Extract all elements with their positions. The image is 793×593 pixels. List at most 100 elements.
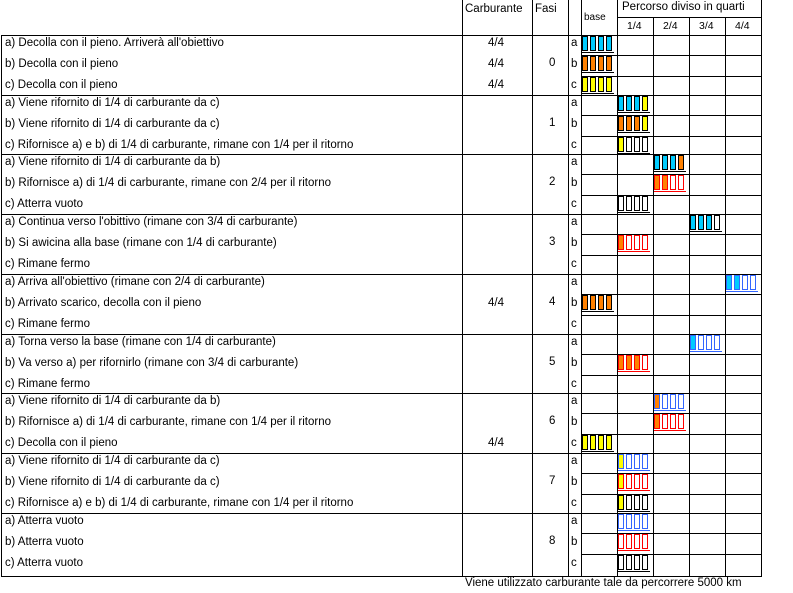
fuel-cell [626, 355, 632, 370]
fuel-cell [582, 295, 588, 310]
fuel-tank-base [582, 93, 614, 94]
phase-separator [1, 95, 762, 96]
row-letter: a [571, 276, 578, 288]
row-letter: b [571, 357, 578, 369]
fuel-cell [618, 196, 624, 211]
grid-line [761, 0, 762, 576]
row-letter: c [571, 198, 577, 210]
row-description: a) Decolla con il pieno. Arriverà all'ob… [5, 37, 224, 49]
header-fasi: Fasi [535, 3, 557, 15]
fuel-cell [590, 77, 596, 92]
phase-separator [1, 274, 762, 275]
fuel-cell [582, 56, 588, 71]
fuel-cell [618, 474, 624, 489]
fuel-cell [634, 235, 640, 250]
subrow-line [581, 76, 762, 77]
fuel-cell [590, 435, 596, 450]
fuel-cell [642, 495, 648, 510]
footer-note: Viene utilizzato carburante tale da perc… [465, 577, 742, 589]
row-fuel: 4/4 [488, 37, 504, 49]
phase-number: 4 [549, 296, 556, 308]
fuel-cell [606, 435, 612, 450]
fuel-cell [662, 414, 668, 429]
fuel-tank-base [690, 351, 722, 352]
fuel-cell [634, 137, 640, 152]
fuel-tank-base [582, 52, 614, 53]
subrow-line [581, 195, 762, 196]
fuel-cell [642, 96, 648, 111]
fuel-cell [678, 155, 684, 170]
fuel-cell [642, 116, 648, 131]
fuel-tank-base [618, 112, 650, 113]
fuel-cell [706, 215, 712, 230]
row-description: a) Arriva all'obiettivo (rimane con 2/4 … [5, 276, 265, 288]
fuel-cell [590, 36, 596, 51]
fuel-cell [642, 235, 648, 250]
fuel-cell [634, 534, 640, 549]
header-quarter-4: 4/4 [735, 20, 750, 32]
header-base: base [584, 12, 606, 23]
fuel-tank-base [654, 191, 686, 192]
fuel-cell [618, 235, 624, 250]
fuel-cell [626, 96, 632, 111]
row-letter: c [571, 378, 577, 390]
row-letter: c [571, 557, 577, 569]
fuel-tank-base [618, 153, 650, 154]
row-letter: c [571, 258, 577, 270]
phase-number: 2 [549, 176, 556, 188]
subrow-line [581, 375, 762, 376]
header-quarter-3: 3/4 [699, 20, 714, 32]
grid-line [568, 0, 569, 576]
row-letter: c [571, 139, 577, 151]
row-letter: b [571, 297, 578, 309]
phase-separator [1, 334, 762, 335]
fuel-cell [618, 96, 624, 111]
fuel-tank-base [654, 171, 686, 172]
row-fuel: 4/4 [488, 297, 504, 309]
fuel-cell [634, 355, 640, 370]
row-description: b) Viene rifornito di 1/4 di carburante … [5, 118, 220, 130]
fuel-tank-base [618, 470, 650, 471]
row-description: c) Rifornisce a) e b) di 1/4 di carburan… [5, 497, 354, 509]
subrow-line [581, 494, 762, 495]
grid-line [725, 17, 726, 576]
row-description: a) Viene rifornito di 1/4 di carburante … [5, 156, 221, 168]
grid-line [532, 0, 533, 576]
fuel-cell [626, 555, 632, 570]
row-letter: b [571, 536, 578, 548]
phase-separator [1, 453, 762, 454]
fuel-cell [642, 355, 648, 370]
row-description: b) Va verso a) per rifornirlo (rimane co… [5, 357, 299, 369]
subrow-line [581, 413, 762, 414]
row-letter: b [571, 58, 578, 70]
phase-number: 1 [549, 117, 556, 129]
fuel-cell [750, 275, 756, 290]
row-letter: a [571, 216, 578, 228]
fuel-cell [582, 435, 588, 450]
fuel-cell [590, 56, 596, 71]
fuel-cell [618, 555, 624, 570]
fuel-cell [670, 175, 676, 190]
subrow-line [581, 174, 762, 175]
fuel-cell [634, 116, 640, 131]
fuel-cell [618, 355, 624, 370]
fuel-cell [642, 474, 648, 489]
fuel-cell [678, 175, 684, 190]
fuel-cell [598, 36, 604, 51]
fuel-cell [618, 495, 624, 510]
phase-number: 5 [549, 356, 556, 368]
header-percorso: Percorso diviso in quarti [622, 1, 745, 13]
row-letter: b [571, 237, 578, 249]
row-letter: b [571, 476, 578, 488]
row-description: b) Rifornisce a) di 1/4 di carburante, r… [5, 416, 331, 428]
subrow-line [581, 115, 762, 116]
fuel-tank-base [582, 311, 614, 312]
grid-line [462, 0, 463, 576]
phase-separator [1, 214, 762, 215]
fuel-tank-base [690, 231, 722, 232]
subrow-line [581, 136, 762, 137]
fuel-cell [626, 514, 632, 529]
fuel-cell [634, 555, 640, 570]
subrow-line [581, 294, 762, 295]
fuel-tank-base [618, 511, 650, 512]
